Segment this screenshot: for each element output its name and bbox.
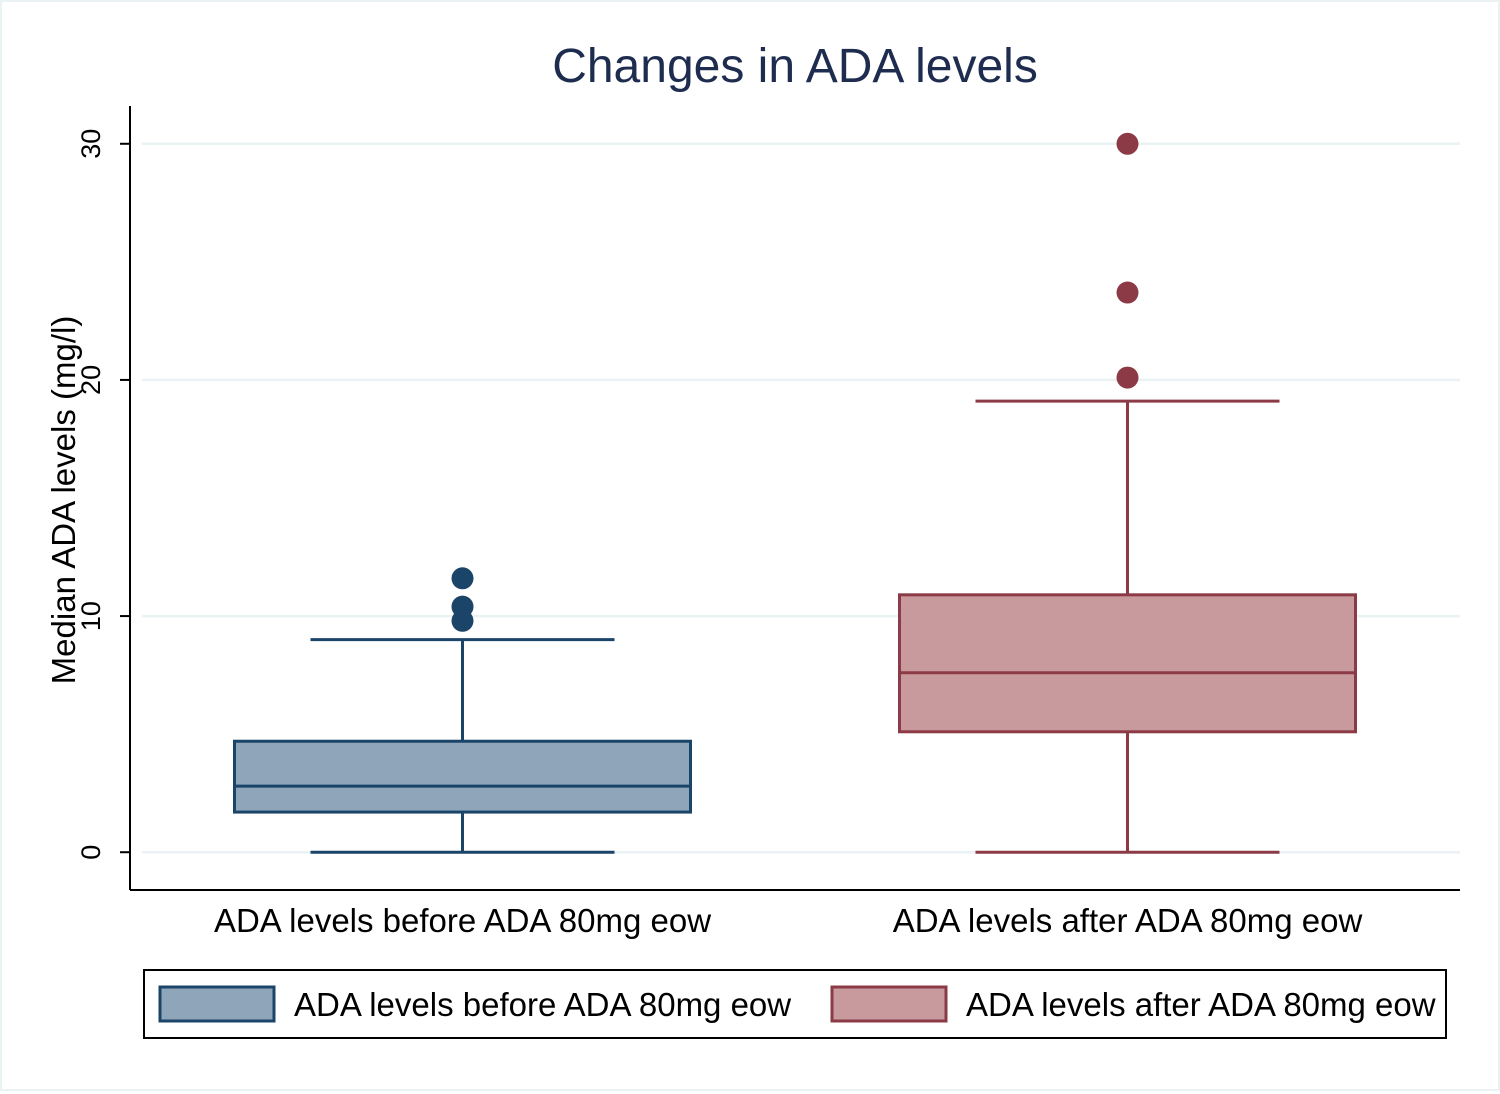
legend-box [143,969,1447,1039]
x-category-label: ADA levels before ADA 80mg eow [214,902,711,939]
box-group [898,132,1357,854]
y-tick-label: 30 [76,129,106,159]
outlier-point [1116,132,1139,155]
x-category-label: ADA levels after ADA 80mg eow [893,902,1363,939]
iqr-box [233,739,692,814]
iqr-box [898,593,1357,734]
outlier-point [1116,281,1139,304]
boxes [233,132,1357,854]
y-axis-label: Median ADA levels (mg/l) [45,316,82,685]
legend-label: ADA levels after ADA 80mg eow [966,986,1436,1023]
legend-label: ADA levels before ADA 80mg eow [294,986,791,1023]
legend: ADA levels before ADA 80mg eow ADA levels… [143,969,1447,1039]
legend-key [830,985,948,1023]
outlier-point [451,595,474,618]
y-tick-label: 20 [76,365,106,395]
box-group [233,567,692,854]
tick-labels: 0 10 20 30 [76,129,106,860]
legend-key [158,985,276,1023]
y-tick-label: 0 [76,845,106,860]
outlier-point [451,567,474,590]
y-tick-label: 10 [76,601,106,631]
axes [120,106,1460,891]
category-labels: ADA levels before ADA 80mg eow ADA levels… [214,902,1363,939]
outlier-point [1116,366,1139,389]
chart-title: Changes in ADA levels [552,40,1038,93]
